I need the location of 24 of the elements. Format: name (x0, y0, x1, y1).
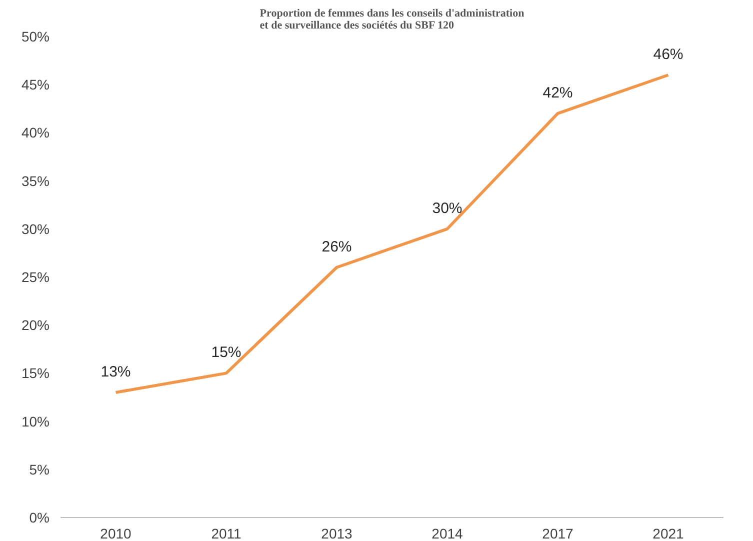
y-tick-label: 10% (21, 413, 50, 430)
x-tick-label: 2011 (211, 526, 242, 541)
x-tick-label: 2021 (652, 526, 684, 541)
chart-title: Proportion de femmes dans les conseils d'administration et de surveillance des sociétés du SBF 120 (260, 8, 524, 32)
data-label: 30% (432, 200, 462, 217)
data-label: 15% (211, 344, 242, 362)
x-tick-label: 2013 (321, 526, 353, 541)
x-tick-label: 2010 (100, 526, 132, 541)
y-tick-label: 5% (29, 461, 50, 478)
y-tick-label: 45% (21, 76, 50, 93)
data-label: 13% (100, 363, 131, 380)
data-label: 42% (542, 84, 573, 102)
y-tick-label: 30% (21, 220, 50, 237)
x-tick-label: 2017 (542, 526, 574, 541)
y-tick-label: 40% (21, 124, 50, 141)
data-label: 26% (322, 238, 352, 256)
x-tick-label: 2014 (432, 526, 464, 541)
y-tick-label: 35% (21, 172, 50, 189)
y-tick-label: 15% (21, 365, 50, 382)
y-tick-label: 20% (21, 317, 50, 334)
data-label: 46% (653, 46, 684, 63)
y-tick-label: 25% (21, 269, 50, 285)
y-tick-label: 50% (21, 28, 50, 44)
y-tick-label: 0% (29, 510, 50, 526)
